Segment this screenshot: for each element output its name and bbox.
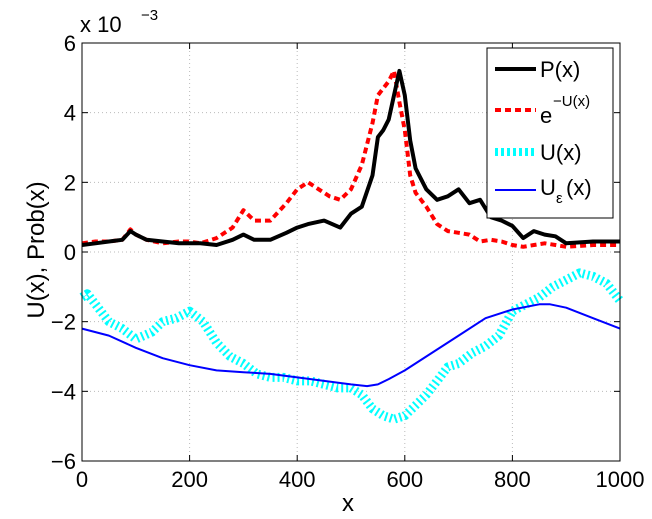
legend-label-exp-sup: −U(x): [553, 93, 590, 110]
legend-label-ueps: U: [540, 175, 556, 200]
series-line-p: [81, 68, 620, 247]
y-tick-label: 6: [64, 31, 76, 56]
x-tick-label: 0: [76, 467, 88, 492]
x-tick-label: 1000: [596, 467, 645, 492]
y-tick-label: −6: [51, 449, 76, 474]
x-tick-label: 400: [279, 467, 316, 492]
legend-label-ueps-sub: ε: [556, 190, 563, 207]
y-axis-label: U(x), Prob(x): [23, 181, 50, 318]
x-tick-label: 600: [386, 467, 423, 492]
y-multiplier-exponent: −3: [141, 7, 158, 24]
x-tick-label: 800: [494, 467, 531, 492]
y-multiplier-label: x 10: [80, 12, 122, 37]
axis-ticks: 0 200 400 600 800 1000 −6 −4 −2 0 2 4 6: [51, 31, 645, 492]
legend-label-exp: e: [540, 103, 552, 128]
legend-label-p: P(x): [540, 57, 580, 82]
series-layer: [79, 68, 624, 424]
y-tick-label: −2: [51, 310, 76, 335]
series-line-u: [79, 268, 624, 424]
y-tick-label: 0: [64, 240, 76, 265]
legend-label-ueps-tail: (x): [566, 175, 592, 200]
legend-label-u: U(x): [540, 140, 582, 165]
x-axis-label: x: [342, 490, 354, 517]
series-line-ueps: [81, 303, 621, 388]
y-tick-label: −4: [51, 379, 76, 404]
y-tick-label: 4: [64, 101, 76, 126]
legend: P(x) e −U(x) U(x) U ε (x): [486, 47, 614, 219]
y-tick-label: 2: [64, 170, 76, 195]
x-tick-label: 200: [171, 467, 208, 492]
